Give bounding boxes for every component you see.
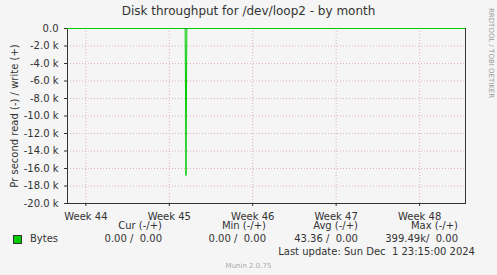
svg-text:Week 44: Week 44 — [64, 211, 107, 222]
svg-text:Week 45: Week 45 — [148, 211, 191, 222]
svg-text:-12.0 k: -12.0 k — [24, 128, 59, 139]
svg-text:Week 48: Week 48 — [398, 211, 441, 222]
svg-text:0.0: 0.0 — [43, 23, 59, 34]
svg-text:-8.0 k: -8.0 k — [30, 93, 59, 104]
svg-text:-14.0 k: -14.0 k — [24, 145, 59, 156]
html-text:Min (-/+): Min (-/+) — [221, 220, 266, 231]
svg-text:-16.0 k: -16.0 k — [24, 163, 59, 174]
svg-text:-10.0 k: -10.0 k — [24, 110, 59, 121]
svg-text:-18.0 k: -18.0 k — [24, 180, 59, 191]
html-text:Max (-/+): Max (-/+) — [411, 220, 458, 231]
html-text:0.00 / 0.00: 0.00 / 0.00 — [208, 233, 266, 244]
html-text:0.00 / 0.00: 0.00 / 0.00 — [104, 233, 162, 244]
svg-text:-6.0 k: -6.0 k — [30, 75, 59, 86]
html-text:Avg (-/+): Avg (-/+) — [313, 220, 358, 231]
svg-text:-4.0 k: -4.0 k — [30, 58, 59, 69]
svg-text:-20.0 k: -20.0 k — [24, 198, 59, 209]
svg-text:Pr second read (-) / write (+): Pr second read (-) / write (+) — [9, 44, 20, 187]
html-text:RRDTOOL / TOBI OETIKER: RRDTOOL / TOBI OETIKER — [487, 8, 495, 99]
html-text:43.36 / 0.00: 43.36 / 0.00 — [294, 233, 358, 244]
html-text:399.49k/ 0.00: 399.49k/ 0.00 — [385, 233, 458, 244]
html-text:Bytes: Bytes — [30, 233, 59, 244]
svg-text:Week 47: Week 47 — [315, 211, 358, 222]
html-text:Cur (-/+): Cur (-/+) — [118, 220, 162, 231]
svg-text:-2.0 k: -2.0 k — [30, 40, 59, 51]
svg-text:Week 46: Week 46 — [231, 211, 274, 222]
html-text:Last update: Sun Dec 1 23:15:0: Last update: Sun Dec 1 23:15:00 2024 — [278, 246, 475, 257]
html-text:Disk throughput for /dev/loop2: Disk throughput for /dev/loop2 - by mont… — [121, 4, 376, 18]
html-text:Munin 2.0.75: Munin 2.0.75 — [225, 262, 272, 270]
